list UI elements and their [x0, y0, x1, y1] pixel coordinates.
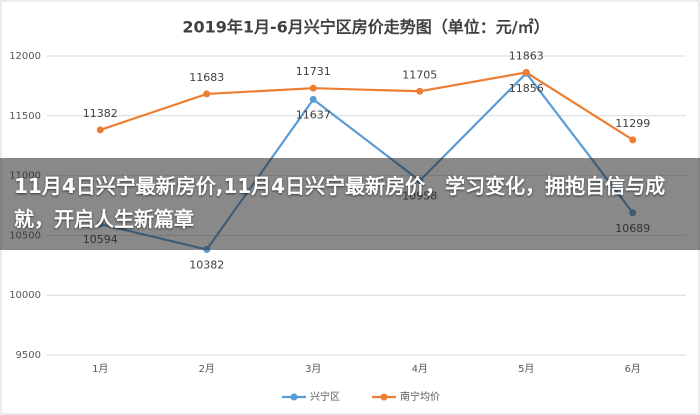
- point: [309, 95, 317, 103]
- data-label: 11299: [615, 117, 650, 130]
- y-tick-label: 9500: [16, 350, 41, 361]
- legend-marker: [380, 393, 388, 401]
- series-line: [99, 71, 634, 141]
- y-tick-label: 12000: [9, 51, 41, 62]
- data-label: 11731: [296, 65, 331, 78]
- data-label: 11683: [189, 71, 224, 84]
- data-label: 11637: [296, 108, 331, 121]
- point: [203, 90, 211, 98]
- chart-title: 2019年1月-6月兴宁区房价走势图（单位：元/㎡）: [182, 18, 549, 37]
- point: [629, 136, 637, 144]
- legend-label: 兴宁区: [310, 390, 340, 403]
- point: [309, 84, 317, 92]
- x-tick-label: 5月: [518, 363, 534, 375]
- legend-marker: [290, 393, 298, 401]
- overlay-title: 11月4日兴宁最新房价,11月4日兴宁最新房价，学习变化，拥抱自信与成就，开启人…: [0, 158, 700, 250]
- x-tick-label: 1月: [92, 363, 108, 375]
- data-label: 11863: [509, 49, 544, 62]
- point: [522, 68, 530, 76]
- data-label: 11856: [509, 82, 544, 95]
- legend-label: 南宁均价: [400, 390, 440, 403]
- y-tick-label: 10000: [9, 290, 41, 301]
- y-tick-label: 11500: [9, 111, 41, 122]
- point: [416, 87, 424, 95]
- x-tick-label: 6月: [625, 363, 641, 375]
- point: [96, 126, 104, 134]
- x-tick-label: 3月: [305, 363, 321, 375]
- data-label: 11705: [402, 68, 437, 81]
- x-tick-label: 4月: [412, 363, 428, 375]
- x-tick-label: 2月: [199, 363, 215, 375]
- data-label: 11382: [83, 107, 118, 120]
- data-label: 10382: [189, 259, 224, 272]
